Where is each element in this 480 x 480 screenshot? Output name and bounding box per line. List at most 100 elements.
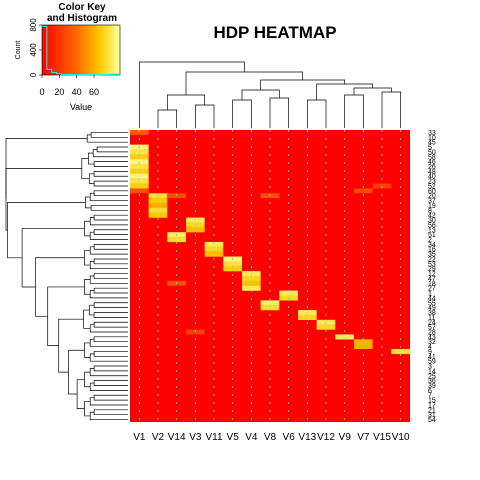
color-key-ylabel: Count: [15, 41, 22, 60]
row-label: 48: [428, 169, 436, 176]
column-label: V7: [357, 432, 370, 443]
row-label: 31: [428, 412, 436, 419]
row-label: 37: [428, 198, 436, 205]
row-label: 19: [428, 203, 436, 210]
column-label: V9: [339, 432, 352, 443]
row-label: 22: [428, 256, 436, 263]
heatmap-cell: [148, 193, 168, 218]
row-label: 13: [428, 227, 436, 234]
row-label: 38: [428, 310, 436, 317]
row-label: 15: [428, 398, 436, 405]
row-label: 45: [428, 140, 436, 147]
column-label: V13: [298, 432, 316, 443]
row-label: 43: [428, 334, 436, 341]
color-key-xlabel: Value: [70, 102, 92, 112]
column-label: V10: [392, 432, 410, 443]
row-label: 1: [428, 291, 432, 298]
row-label: 51: [428, 232, 436, 239]
row-label: 44: [428, 295, 436, 302]
heatmap-cell: [130, 188, 149, 194]
row-label: 60: [428, 188, 436, 195]
row-label: 29: [428, 266, 436, 273]
color-key-ytick-label: 800: [29, 18, 38, 32]
row-label: 4: [428, 344, 432, 351]
color-key-xtick-label: 20: [54, 87, 64, 97]
row-label: 6: [428, 388, 432, 395]
heatmap-cell: [335, 334, 354, 340]
row-label: 25: [428, 373, 436, 380]
row-label: 55: [428, 300, 436, 307]
row-label: 2: [428, 237, 432, 244]
heatmap-cell: [298, 310, 317, 320]
column-label: V2: [152, 432, 165, 443]
color-key: Color Key and Histogram 0 20 40 60 0 400 800 V…: [15, 2, 121, 112]
row-label: 9: [428, 349, 432, 356]
color-key-title: Color Key: [58, 2, 106, 13]
column-label: V14: [168, 432, 186, 443]
row-label: 10: [428, 135, 436, 142]
column-label: V6: [283, 432, 296, 443]
column-dendrogram: [138, 61, 402, 128]
column-label: V4: [245, 432, 258, 443]
heatmap-cell: [354, 188, 373, 194]
row-label: 40: [428, 174, 436, 181]
row-label: 5: [428, 145, 432, 152]
row-label: 14: [428, 368, 436, 375]
row-label: 20: [428, 193, 436, 200]
row-label: 11: [428, 315, 435, 322]
row-label: 3: [428, 364, 432, 371]
row-label: 34: [428, 242, 436, 249]
column-label: V15: [373, 432, 391, 443]
color-key-histogram: [42, 25, 120, 76]
heatmap-cell: [260, 300, 280, 311]
heatmap-cell: [204, 241, 224, 257]
column-label: V3: [189, 432, 202, 443]
row-dendrogram: [5, 132, 128, 420]
column-label: V5: [227, 432, 240, 443]
color-key-xtick-label: 0: [39, 87, 44, 97]
heatmap-grid: [130, 130, 410, 422]
row-label: 58: [428, 154, 436, 161]
row-label: 16: [428, 247, 436, 254]
row-label: 49: [428, 305, 436, 312]
heatmap-cell: [167, 232, 186, 243]
column-label: V8: [264, 432, 277, 443]
row-labels: 3310455505846264840235260203719842305613…: [428, 130, 436, 424]
row-label: 35: [428, 252, 436, 259]
heatmap-cell: [130, 144, 149, 189]
row-label: 30: [428, 218, 436, 225]
row-label: 46: [428, 159, 436, 166]
row-label: 27: [428, 286, 436, 293]
row-label: 7: [428, 393, 432, 400]
row-label: 23: [428, 179, 436, 186]
row-label: 42: [428, 213, 436, 220]
color-key-gradient: [41, 24, 121, 76]
column-labels: V1 V2 V14 V3 V11 V5 V4 V8 V6 V13 V12 V9 V7 V15 V10: [133, 432, 410, 443]
row-label: 8: [428, 208, 432, 215]
column-label: V12: [317, 432, 335, 443]
row-label: 47: [428, 276, 436, 283]
row-label: 24: [428, 320, 436, 327]
row-label: 26: [428, 164, 436, 171]
heatmap-cell: [372, 183, 392, 189]
row-label: 21: [428, 407, 436, 414]
heatmap-cell: [391, 349, 410, 355]
color-key-xtick-label: 40: [72, 87, 82, 97]
row-label: 28: [428, 329, 436, 336]
heatmap-cell: [316, 319, 336, 330]
row-label: 12: [428, 271, 436, 278]
color-key-ytick-label: 0: [29, 72, 38, 77]
row-label: 39: [428, 383, 436, 390]
row-label: 18: [428, 281, 436, 288]
row-label: 41: [428, 354, 436, 361]
row-label: 53: [428, 261, 436, 268]
column-label: V1: [133, 432, 146, 443]
chart-title: HDP HEATMAP: [213, 23, 336, 42]
row-label: 52: [428, 183, 436, 190]
row-label: 56: [428, 222, 436, 229]
color-key-subtitle: and Histogram: [47, 13, 117, 24]
row-label: 57: [428, 325, 436, 332]
row-label: 32: [428, 339, 436, 346]
color-key-xtick-label: 60: [89, 87, 99, 97]
